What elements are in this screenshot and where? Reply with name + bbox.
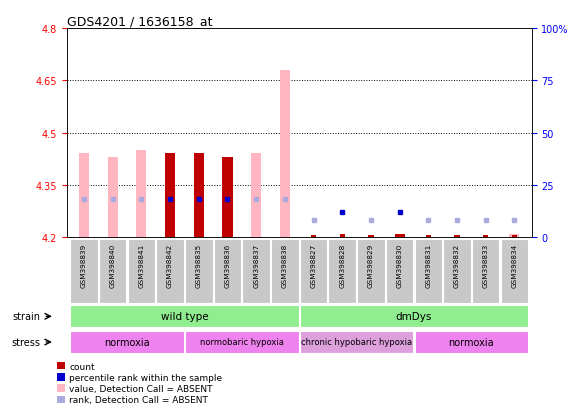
Text: GSM398840: GSM398840: [110, 243, 116, 287]
Bar: [483, 236, 488, 237]
FancyBboxPatch shape: [443, 240, 471, 304]
Bar: [137, 151, 146, 237]
Text: GDS4201 / 1636158_at: GDS4201 / 1636158_at: [67, 15, 212, 28]
Text: GSM398827: GSM398827: [311, 243, 317, 287]
FancyBboxPatch shape: [300, 306, 528, 328]
Text: GSM398834: GSM398834: [511, 243, 518, 287]
Text: GSM398831: GSM398831: [425, 243, 431, 287]
Bar: [394, 234, 404, 237]
FancyBboxPatch shape: [415, 331, 528, 353]
FancyBboxPatch shape: [386, 240, 414, 304]
Bar: [280, 71, 290, 237]
Bar: [225, 157, 230, 237]
Text: normoxia: normoxia: [104, 337, 150, 347]
FancyBboxPatch shape: [300, 331, 414, 353]
Bar: [165, 154, 175, 237]
Bar: [107, 157, 118, 237]
Text: strain: strain: [12, 311, 40, 322]
Bar: [510, 234, 519, 237]
Bar: [368, 236, 374, 237]
Text: stress: stress: [11, 337, 40, 347]
Bar: [397, 234, 402, 237]
Text: normobaric hypoxia: normobaric hypoxia: [200, 338, 284, 347]
Bar: [79, 154, 89, 237]
Bar: [426, 236, 431, 237]
FancyBboxPatch shape: [99, 240, 127, 304]
Text: wild type: wild type: [160, 311, 208, 322]
FancyBboxPatch shape: [214, 240, 241, 304]
Bar: [167, 154, 173, 237]
FancyBboxPatch shape: [156, 240, 184, 304]
FancyBboxPatch shape: [300, 240, 327, 304]
Bar: [340, 234, 345, 237]
FancyBboxPatch shape: [185, 331, 299, 353]
Text: GSM398835: GSM398835: [196, 243, 202, 287]
FancyBboxPatch shape: [472, 240, 500, 304]
FancyBboxPatch shape: [185, 240, 213, 304]
Text: GSM398838: GSM398838: [282, 243, 288, 287]
Text: chronic hypobaric hypoxia: chronic hypobaric hypoxia: [301, 338, 412, 347]
Text: GSM398842: GSM398842: [167, 243, 173, 287]
Bar: [223, 157, 232, 237]
Text: GSM398829: GSM398829: [368, 243, 374, 287]
Bar: [251, 154, 261, 237]
Bar: [194, 154, 204, 237]
Text: GSM398841: GSM398841: [138, 243, 145, 287]
Legend: count, percentile rank within the sample, value, Detection Call = ABSENT, rank, : count, percentile rank within the sample…: [57, 362, 223, 404]
Text: GSM398839: GSM398839: [81, 243, 87, 287]
Bar: [454, 236, 460, 237]
FancyBboxPatch shape: [271, 240, 299, 304]
FancyBboxPatch shape: [128, 240, 155, 304]
FancyBboxPatch shape: [242, 240, 270, 304]
FancyBboxPatch shape: [328, 240, 356, 304]
Text: normoxia: normoxia: [449, 337, 494, 347]
FancyBboxPatch shape: [501, 240, 528, 304]
Text: GSM398836: GSM398836: [224, 243, 231, 287]
Text: GSM398837: GSM398837: [253, 243, 259, 287]
Text: GSM398833: GSM398833: [483, 243, 489, 287]
Text: GSM398828: GSM398828: [339, 243, 345, 287]
Bar: [512, 236, 517, 237]
Text: GSM398830: GSM398830: [397, 243, 403, 287]
FancyBboxPatch shape: [70, 331, 184, 353]
Bar: [196, 154, 202, 237]
FancyBboxPatch shape: [70, 240, 98, 304]
FancyBboxPatch shape: [415, 240, 442, 304]
FancyBboxPatch shape: [70, 306, 299, 328]
FancyBboxPatch shape: [357, 240, 385, 304]
Text: dmDys: dmDys: [396, 311, 432, 322]
Bar: [311, 236, 316, 237]
Text: GSM398832: GSM398832: [454, 243, 460, 287]
